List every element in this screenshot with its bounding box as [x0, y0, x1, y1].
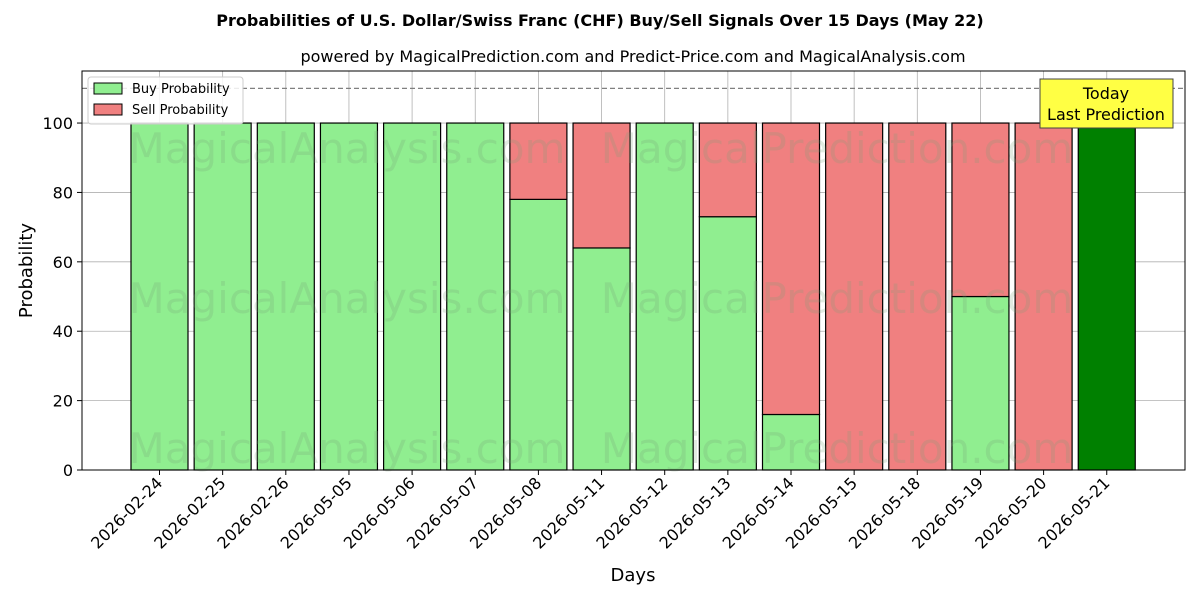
legend-label: Buy Probability [132, 82, 230, 97]
plot-frame [81, 70, 1186, 471]
y-tick-label: 40 [53, 322, 73, 341]
y-tick-label: 60 [53, 253, 73, 272]
buy-bar [509, 198, 568, 471]
legend-swatch [93, 82, 123, 95]
y-axis: 0 20 40 60 80 100 [42, 114, 82, 480]
legend-box [87, 76, 244, 125]
buy-bar [446, 122, 505, 471]
chart-title: Probabilities of U.S. Dollar/Swiss Franc… [216, 11, 984, 30]
y-tick-label: 0 [63, 461, 73, 480]
sell-bar [888, 122, 947, 471]
watermark-text: MagicalPrediction.com [601, 274, 1074, 323]
y-tick-label: 20 [53, 392, 73, 411]
annotation-line-2: Last Prediction [1047, 105, 1165, 124]
sell-bar [1014, 122, 1073, 471]
y-tick-label: 80 [53, 183, 73, 202]
buy-bar [635, 122, 694, 471]
buy-bar [572, 247, 631, 471]
watermark-text: MagicalPrediction.com [601, 424, 1074, 473]
sell-bar [951, 122, 1010, 298]
y-axis-label: Probability [16, 223, 37, 318]
buy-bar [319, 122, 379, 471]
legend-label: Sell Probability [132, 103, 229, 118]
annotation-line-1: Today [1082, 84, 1129, 103]
today-annotation: Today Last Prediction [1039, 78, 1174, 129]
watermark-text: MagicalAnalysis.com [129, 274, 566, 323]
sell-bar [572, 122, 631, 249]
watermark-text: MagicalAnalysis.com [129, 124, 566, 173]
sell-bar [761, 122, 821, 416]
chart-subtitle: powered by MagicalPrediction.com and Pre… [300, 47, 965, 66]
legend-swatch [93, 103, 123, 116]
watermark-text: MagicalPrediction.com [601, 124, 1074, 173]
y-tick-label: 100 [42, 114, 73, 133]
legend: Buy Probability Sell Probability [87, 76, 244, 125]
watermarks: MagicalAnalysis.com MagicalPrediction.com… [129, 124, 1074, 473]
sell-bar [509, 122, 568, 200]
bars [130, 122, 1136, 471]
annotation-box [1039, 78, 1174, 129]
watermark-text: MagicalAnalysis.com [129, 424, 566, 473]
sell-bar [825, 122, 884, 471]
sell-bar [698, 122, 757, 218]
buy-bar [383, 122, 442, 471]
buy-bar [1077, 122, 1136, 471]
x-axis-label: Days [611, 565, 656, 586]
buy-bar [761, 413, 821, 471]
